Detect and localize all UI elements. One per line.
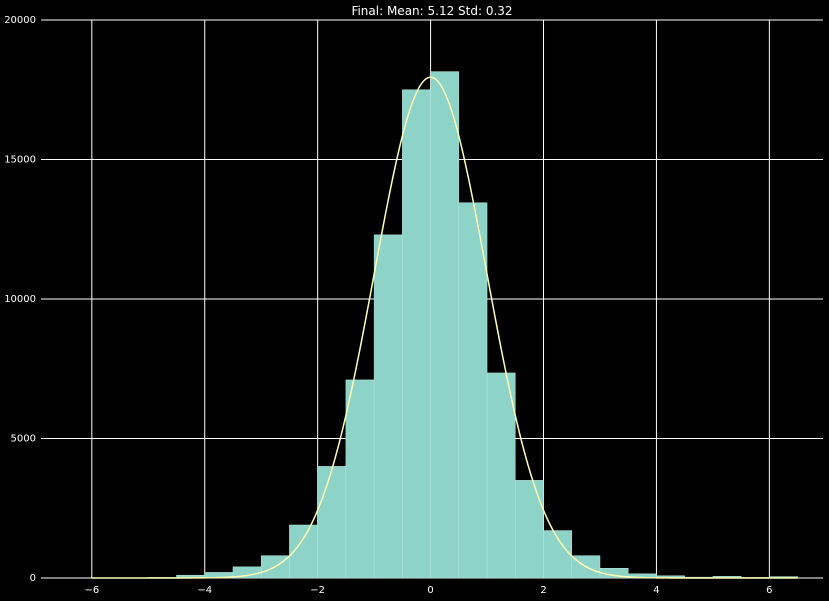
x-tick-label: 2 [540,585,546,596]
x-tick-label: 6 [766,585,772,596]
x-tick-label: −2 [310,585,325,596]
histogram-bar [515,480,544,579]
y-axis-ticks: 0 5000 10000 15000 20000 [4,15,36,584]
histogram-bar [458,202,488,579]
histogram-bar [430,71,460,579]
x-tick-label: 0 [427,585,433,596]
x-tick-label: −6 [84,585,99,596]
x-axis-ticks: −6 −4 −2 0 2 4 6 [84,585,772,596]
histogram-bar [345,379,375,579]
chart-title: Final: Mean: 5.12 Std: 0.32 [351,4,512,18]
histogram-bar [373,234,403,579]
histogram-bars [91,71,798,579]
y-tick-label: 10000 [4,294,36,305]
histogram-bar [317,466,347,579]
y-tick-label: 5000 [11,434,36,445]
y-tick-label: 15000 [4,155,36,166]
x-tick-label: 4 [653,585,659,596]
histogram-bar [402,89,431,579]
histogram-bar [486,372,516,579]
y-tick-label: 0 [30,573,36,584]
normal-fit-curve [91,76,798,579]
x-tick-label: −4 [197,585,212,596]
y-tick-label: 20000 [4,15,36,26]
